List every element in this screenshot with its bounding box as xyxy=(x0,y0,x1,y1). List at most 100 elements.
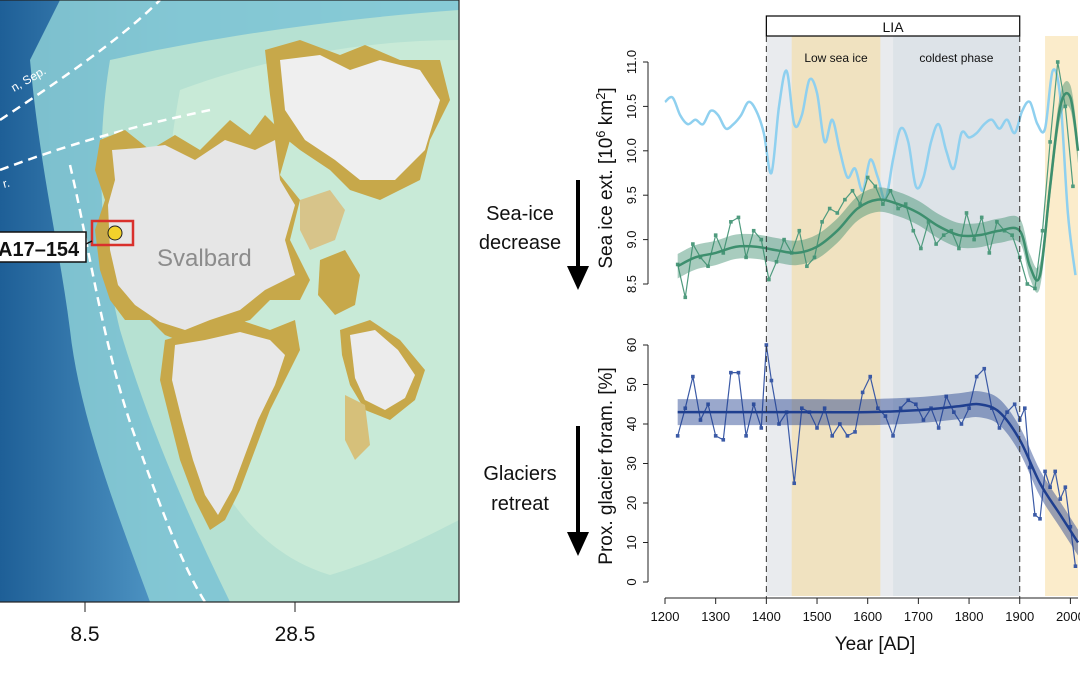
lia-boundary-lines xyxy=(765,36,1021,598)
top-y-tick-label: 10.5 xyxy=(624,94,639,119)
sea-ice-proxy-point xyxy=(1055,60,1060,64)
glacier-foram-point xyxy=(769,378,774,383)
glacier-foram-point xyxy=(800,406,804,410)
glacier-foram-point xyxy=(898,406,903,410)
glacier-foram-point xyxy=(1053,469,1057,474)
glacier-foram-point xyxy=(1068,524,1073,529)
sea-ice-extent-line xyxy=(664,68,1077,276)
sea-ice-proxy-point xyxy=(774,260,779,264)
sea-ice-proxy-point xyxy=(759,237,764,242)
sea-ice-proxy-point xyxy=(698,255,703,260)
sea-ice-proxy-point xyxy=(957,246,961,251)
sea-ice-proxy-point xyxy=(797,228,802,233)
glacier-foram-point xyxy=(876,406,880,410)
glacier-foram-point xyxy=(914,402,918,407)
sea-ice-proxy-point xyxy=(873,184,878,189)
top-y-tick-label: 9.0 xyxy=(624,231,639,249)
site-box xyxy=(90,219,135,247)
sea-ice-proxy-point xyxy=(964,211,969,215)
glacier-foram-point xyxy=(1038,517,1042,521)
sea-ice-proxy-point xyxy=(812,255,817,260)
sea-ice-proxy-point xyxy=(1048,140,1052,144)
glacier-foram-point xyxy=(1022,406,1027,410)
sea-ice-proxy-point xyxy=(820,220,824,224)
lia-label: LIA xyxy=(883,19,905,35)
bottom-y-tick-label: 40 xyxy=(624,417,639,431)
sea-ice-proxy-point xyxy=(744,255,748,260)
bottom-y-tick-label: 60 xyxy=(624,338,639,352)
glacier-foram-point xyxy=(706,402,710,407)
glacier-arrow-line2: retreat xyxy=(491,493,549,515)
bottom-y-tick-label: 50 xyxy=(624,377,639,391)
glacier-foram-point xyxy=(906,398,911,403)
sea-ice-proxy-point xyxy=(1063,104,1068,109)
down-arrow-icon xyxy=(567,532,589,556)
low-sea-ice-band xyxy=(791,36,881,596)
glacier-foram-point xyxy=(891,434,895,438)
sea-ice-proxy-point xyxy=(1033,286,1037,291)
coldest-phase-label: coldest phase xyxy=(919,51,993,65)
x-tick-label: 1600 xyxy=(853,609,882,624)
sea-ice-proxy-point xyxy=(1010,233,1014,237)
sea-ice-proxy-point xyxy=(888,188,893,193)
bottom-y-tick-label: 10 xyxy=(624,535,639,549)
sea-ice-proxy-point xyxy=(850,188,855,193)
sea-ice-proxy-point xyxy=(903,202,908,206)
glacier-foram-point xyxy=(759,426,764,430)
glacier-foram-point xyxy=(777,422,781,426)
sea-ice-proxy-point xyxy=(949,228,954,233)
glacier-foram-point xyxy=(744,434,748,438)
bottom-y-axis: 0 10 20 30 40 50 60 xyxy=(624,338,649,586)
bottom-y-tick-label: 20 xyxy=(624,496,639,510)
sea-ice-chart xyxy=(664,60,1080,300)
sea-ice-proxy-point xyxy=(827,206,832,211)
period-shading xyxy=(766,36,1078,596)
x-tick-label: 2000 xyxy=(1056,609,1080,624)
sea-ice-proxy-point xyxy=(782,237,786,242)
site-label: A17–154 xyxy=(0,239,80,261)
sea-ice-proxy-point xyxy=(805,264,809,269)
glacier-foram-point xyxy=(698,418,703,422)
glacier-foram-raw-line xyxy=(677,344,1077,567)
sea-ice-proxy-point xyxy=(751,228,756,233)
glacier-foram-point xyxy=(830,434,835,438)
contour-label-2: r. xyxy=(1,176,11,191)
lon-tick-2: 28.5 xyxy=(275,623,316,646)
glacier-foram-point xyxy=(868,374,873,379)
top-y-tick-label: 11.0 xyxy=(624,50,639,74)
sea-ice-proxy-point xyxy=(995,220,999,224)
sea-ice-proxy-point xyxy=(729,220,733,224)
glacier-foram-point xyxy=(764,343,769,347)
glacier-foram-confidence-band xyxy=(677,390,1078,556)
sea-ice-proxy-point xyxy=(896,206,900,211)
down-arrow-icon xyxy=(567,266,589,290)
glacier-foram-point xyxy=(997,426,1002,430)
glacier-arrow-line1: Glaciers xyxy=(483,463,556,485)
glacier-foram-point xyxy=(1073,564,1078,568)
sea-ice-proxy-point xyxy=(911,228,916,233)
sea-ice-proxy-point xyxy=(979,215,984,220)
sea-ice-annotation: Sea-ice decrease xyxy=(479,180,589,290)
sea-ice-proxy-point xyxy=(881,202,885,206)
lon-tick-1: 8.5 xyxy=(70,623,99,646)
x-tick-label: 1700 xyxy=(904,609,933,624)
sea-ice-proxy-point xyxy=(691,242,695,246)
glacier-foram-point xyxy=(1048,485,1052,489)
glacier-foram-point xyxy=(936,426,941,430)
glacier-foram-point xyxy=(959,422,964,426)
glacier-foram-point xyxy=(729,370,733,375)
sea-ice-proxy-point xyxy=(767,277,771,282)
sea-ice-proxy-point xyxy=(675,262,680,267)
site-label-box xyxy=(0,231,87,263)
top-y-tick-label: 9.5 xyxy=(624,186,639,204)
sea-ice-proxy-point xyxy=(736,215,741,220)
sea-ice-proxy-point xyxy=(858,202,862,206)
glacier-foram-point xyxy=(792,481,797,486)
glacier-foram-point xyxy=(713,434,718,438)
glacier-foram-point xyxy=(691,374,695,379)
x-tick-label: 1300 xyxy=(701,609,730,624)
top-y-axis-label: Sea ice ext. [106 km2] xyxy=(593,87,618,268)
bottom-y-axis-label: Prox. glacier foram. [%] xyxy=(596,367,617,564)
svalbard-map: n, Sep. r. Svalbard A17–154 xyxy=(0,0,459,602)
x-axis-label: Year [AD] xyxy=(835,634,916,655)
